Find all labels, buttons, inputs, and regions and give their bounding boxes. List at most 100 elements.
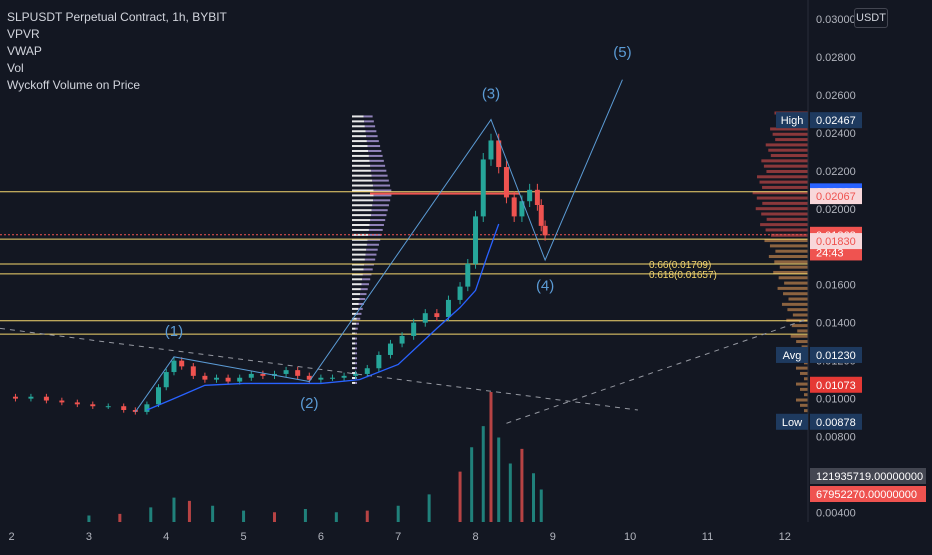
candle-body	[12, 396, 18, 399]
vpvr-session-bar	[352, 224, 370, 227]
vpvr-bar	[792, 313, 808, 317]
vpvr-session-bar	[355, 352, 357, 355]
legend-vwap[interactable]: VWAP	[7, 44, 42, 58]
vpvr-bar	[796, 340, 808, 344]
vpvr-session-bar	[366, 248, 378, 251]
candle-body	[542, 225, 548, 236]
vpvr-bar	[755, 207, 808, 211]
candle-body	[121, 406, 127, 411]
vpvr-bar	[759, 180, 808, 184]
candle-body	[329, 377, 335, 379]
wave-label: (5)	[613, 44, 631, 61]
vpvr-bar	[797, 329, 808, 333]
price-tick-label: 0.02000	[816, 204, 856, 216]
volume-bar	[242, 510, 246, 522]
trendline	[506, 318, 809, 424]
vpvr-session-bar	[363, 268, 373, 271]
vpvr-bar	[761, 212, 808, 216]
vpvr-bar	[764, 239, 808, 243]
vpvr-session-bar	[352, 145, 368, 148]
volume-bar	[539, 489, 543, 522]
vpvr-bar	[756, 196, 808, 200]
price-badge-value: 0.00878	[816, 417, 856, 429]
vpvr-session-bar	[357, 312, 362, 315]
candle-body	[353, 373, 359, 376]
price-badge	[810, 413, 862, 430]
vpvr-session-bar	[352, 228, 369, 231]
vpvr-session-bar	[355, 327, 358, 330]
vpvr-session-bar	[363, 115, 373, 118]
time-tick-label: 4	[163, 531, 169, 543]
vpvr-session-bar	[352, 135, 367, 138]
time-tick-label: 8	[472, 531, 478, 543]
candle-body	[473, 216, 479, 264]
vpvr-bar	[770, 154, 808, 158]
vpvr-session-bar	[352, 376, 355, 379]
candle-body	[488, 140, 494, 160]
vpvr-session-bar	[352, 209, 372, 212]
vpvr-session-bar	[362, 278, 371, 281]
vpvr-session-bar	[356, 317, 361, 320]
vpvr-session-bar	[368, 149, 382, 152]
vpvr-session-bar	[368, 233, 382, 236]
vpvr-session-bar	[352, 288, 361, 291]
vpvr-bar	[783, 292, 808, 296]
vpvr-bar	[770, 127, 808, 131]
currency-button[interactable]: USDT	[854, 8, 888, 28]
vpvr-bar	[766, 217, 808, 221]
price-badge-value: 0.02467	[816, 115, 856, 127]
vpvr-session-bar	[352, 357, 355, 360]
candle-body	[237, 377, 243, 382]
vpvr-session-bar	[352, 120, 365, 123]
vpvr-bar	[801, 345, 808, 349]
chart-legend: SLPUSDT Perpetual Contract, 1h, BYBIT VP…	[7, 9, 227, 94]
vpvr-session-bar	[352, 381, 355, 384]
candle-body	[519, 201, 525, 217]
badge-tag-label: High	[781, 115, 804, 127]
vpvr-session-bar	[371, 174, 388, 177]
vpvr-bar	[777, 286, 808, 290]
candle-body	[28, 396, 34, 399]
vpvr-session-bar	[369, 224, 384, 227]
time-tick-label: 7	[395, 531, 401, 543]
vpvr-session-bar	[352, 204, 373, 207]
vpvr-bar	[763, 164, 808, 168]
legend-wyckoff[interactable]: Wyckoff Volume on Price	[7, 78, 141, 92]
candle-body	[480, 159, 486, 217]
vpvr-session-bar	[352, 317, 357, 320]
vpvr-session-bar	[352, 367, 355, 370]
vpvr-session-bar	[366, 243, 379, 246]
price-badge-value: 0.01830	[816, 236, 856, 248]
vpvr-session-bar	[352, 283, 362, 286]
vpvr-session-bar	[368, 228, 383, 231]
candle-body	[341, 375, 347, 378]
price-tick-label: 0.03000	[816, 14, 856, 26]
vpvr-bar	[804, 377, 808, 381]
price-badge	[810, 233, 862, 250]
candle-body	[364, 368, 370, 374]
vpvr-session-bar	[369, 159, 384, 162]
vpvr-bar	[796, 366, 808, 370]
candle-body	[213, 377, 219, 380]
volume-bar	[118, 513, 122, 522]
candle-body	[445, 299, 451, 317]
vpvr-bar	[752, 191, 808, 195]
price-badge	[810, 112, 862, 129]
vpvr-session-bar	[352, 278, 363, 281]
candle-body	[306, 375, 312, 380]
volume-bar	[497, 437, 501, 522]
price-tick-label: 0.01600	[816, 280, 856, 292]
vpvr-session-bar	[370, 164, 386, 167]
vpvr-session-bar	[352, 238, 368, 241]
legend-vpvr[interactable]: VPVR	[7, 27, 40, 41]
time-tick-label: 3	[86, 531, 92, 543]
vpvr-bar	[774, 260, 808, 264]
fib-label: 0.618(0.01657)	[649, 270, 717, 281]
vpvr-session-bar	[352, 372, 355, 375]
vpvr-session-bar	[352, 248, 367, 251]
legend-vol[interactable]: Vol	[7, 61, 24, 75]
vpvr-bar	[784, 281, 808, 285]
price-tick-label: 0.02600	[816, 90, 856, 102]
